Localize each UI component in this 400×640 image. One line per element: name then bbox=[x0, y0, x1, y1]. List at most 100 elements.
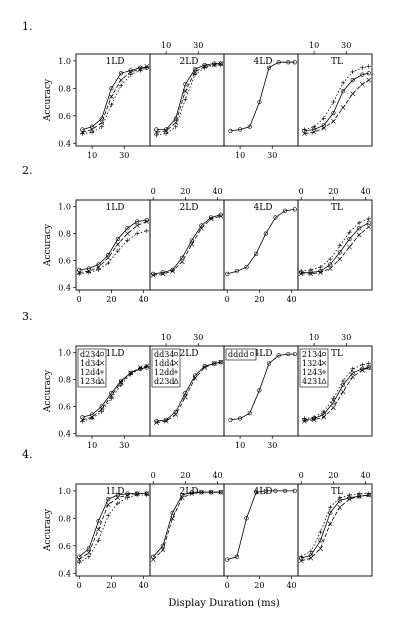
x-tick-label: 20 bbox=[328, 471, 338, 480]
marker-circle bbox=[218, 212, 223, 217]
series-line bbox=[230, 353, 295, 421]
marker-circle bbox=[286, 60, 291, 65]
marker-circle bbox=[257, 99, 262, 105]
legend-entry: 2134 bbox=[302, 350, 322, 359]
marker-x bbox=[347, 496, 352, 502]
marker-circle bbox=[360, 72, 365, 77]
series-line bbox=[301, 226, 370, 275]
panel-title: 4LD bbox=[254, 203, 273, 213]
legend-entry: 1243 bbox=[302, 368, 322, 377]
marker-circle bbox=[318, 538, 323, 543]
marker-x bbox=[154, 129, 159, 135]
x-tick-label: 40 bbox=[286, 295, 296, 304]
panel-4LD: 4LD 10 30 bbox=[223, 53, 299, 160]
row-label: 3. bbox=[22, 310, 33, 323]
marker-circle bbox=[263, 488, 268, 493]
panel-4LD: 4LD 0 20 40 bbox=[223, 199, 299, 304]
marker-circle bbox=[308, 553, 313, 558]
marker-x bbox=[118, 77, 124, 83]
marker-circle bbox=[106, 497, 111, 502]
marker-circle bbox=[234, 554, 239, 559]
series-line bbox=[230, 61, 295, 132]
legend-entry: 1d34 bbox=[80, 359, 100, 368]
marker-x bbox=[366, 224, 372, 230]
marker-x bbox=[318, 270, 323, 275]
x-tick-label: 40 bbox=[286, 581, 296, 590]
marker-circle bbox=[151, 554, 156, 559]
marker-x bbox=[189, 491, 195, 497]
marker-x bbox=[218, 489, 224, 495]
panel-title: 1LD bbox=[106, 57, 125, 67]
series-line bbox=[82, 365, 147, 422]
marker-circle bbox=[151, 271, 156, 276]
marker-circle bbox=[331, 110, 336, 116]
series-line bbox=[301, 494, 369, 559]
marker-x bbox=[179, 495, 185, 501]
series-line bbox=[79, 219, 147, 271]
marker-x bbox=[125, 492, 130, 498]
marker-x bbox=[105, 255, 111, 261]
marker-x bbox=[308, 271, 314, 277]
series-line bbox=[156, 64, 221, 136]
marker-circle bbox=[237, 416, 243, 421]
panel-2LD: 2LD 0 20 40 bbox=[149, 471, 225, 577]
series-line bbox=[227, 209, 295, 275]
marker-circle bbox=[173, 351, 179, 357]
y-tick-label: 0.6 bbox=[58, 256, 71, 265]
y-tick-label: 1.0 bbox=[58, 349, 71, 358]
marker-x bbox=[302, 131, 307, 137]
x-tick-label: 10 bbox=[235, 441, 245, 450]
marker-circle bbox=[276, 353, 281, 358]
marker-x bbox=[189, 241, 195, 247]
legend-entry: 4231 bbox=[302, 377, 322, 386]
y-tick-label: 0.6 bbox=[58, 402, 71, 411]
marker-x bbox=[347, 244, 352, 250]
marker-x bbox=[150, 272, 156, 278]
marker-circle bbox=[244, 265, 249, 270]
marker-circle bbox=[331, 400, 336, 405]
x-tick-label: 10 bbox=[235, 151, 245, 160]
marker-circle bbox=[257, 388, 262, 393]
marker-circle bbox=[144, 218, 149, 223]
panel-2LD: 2LD 10 30 bbox=[149, 41, 225, 147]
marker-x bbox=[199, 489, 204, 495]
marker-circle bbox=[276, 60, 281, 65]
marker-x bbox=[321, 125, 327, 131]
marker-x bbox=[302, 418, 307, 424]
series-line bbox=[78, 493, 147, 558]
marker-circle bbox=[357, 226, 362, 231]
x-tick-label: 30 bbox=[341, 41, 351, 50]
marker-circle bbox=[192, 67, 198, 72]
series-line bbox=[304, 66, 369, 130]
marker-circle bbox=[266, 361, 272, 366]
marker-circle bbox=[192, 373, 198, 378]
x-tick-label: 0 bbox=[299, 471, 304, 480]
series-line bbox=[152, 491, 221, 560]
marker-circle bbox=[366, 220, 371, 225]
marker-circle bbox=[212, 361, 217, 366]
panel-title: 2LD bbox=[180, 57, 199, 67]
marker-circle bbox=[125, 226, 130, 231]
series-line bbox=[227, 490, 295, 560]
y-tick-label: 0.8 bbox=[58, 376, 71, 385]
marker-circle bbox=[218, 490, 223, 495]
row-label: 2. bbox=[22, 164, 33, 177]
y-tick-label: 1.0 bbox=[58, 203, 71, 212]
marker-x bbox=[182, 394, 188, 400]
panel-frame bbox=[149, 483, 225, 577]
row-label: 1. bbox=[22, 20, 33, 33]
panel-title: TL bbox=[331, 349, 343, 359]
marker-circle bbox=[292, 351, 297, 357]
panel-title: 4LD bbox=[254, 487, 273, 497]
marker-x bbox=[366, 77, 372, 83]
marker-circle bbox=[135, 219, 140, 224]
legend-entry: dd34 bbox=[154, 350, 174, 359]
panel-frame bbox=[297, 483, 373, 577]
marker-circle bbox=[225, 271, 230, 276]
marker-x bbox=[350, 91, 356, 97]
row-label: 4. bbox=[22, 448, 33, 461]
legend-entry: 1324 bbox=[302, 359, 322, 368]
marker-circle bbox=[86, 266, 91, 271]
